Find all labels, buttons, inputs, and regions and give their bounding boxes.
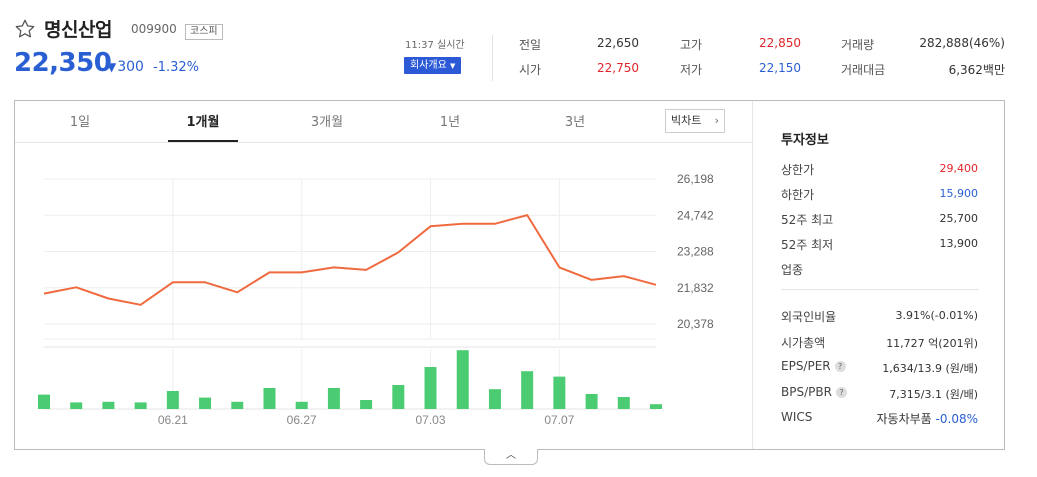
- company-overview-label: 회사개요: [410, 60, 447, 71]
- investment-info-panel: 투자정보 상한가 29,400 하한가 15,900 52주 최고 25,700…: [752, 101, 1004, 449]
- bps-pbr-label-text: BPS/PBR: [781, 385, 832, 399]
- bps-pbr-label: BPS/PBR?: [781, 385, 847, 399]
- volume-bar: [585, 394, 598, 409]
- price-change: ▼300: [107, 59, 144, 75]
- market-cap-value: 11,727 억(201위): [886, 337, 978, 350]
- volume-bar: [650, 404, 662, 409]
- tab-3years[interactable]: 3년: [564, 115, 586, 130]
- tab-1year[interactable]: 1년: [439, 115, 461, 130]
- volume-bar: [456, 350, 469, 409]
- volume-bar: [360, 400, 373, 409]
- x-tick-label: 06.27: [287, 413, 317, 427]
- quote-value-high: 22,850: [759, 36, 801, 50]
- x-tick-label: 06.21: [158, 413, 188, 427]
- market-cap-label: 시가총액: [781, 336, 826, 350]
- quote-value-prev-close: 22,650: [597, 36, 639, 50]
- help-icon[interactable]: ?: [835, 387, 847, 398]
- favorite-star-icon[interactable]: [14, 18, 36, 40]
- down-triangle-icon: ▼: [107, 60, 117, 74]
- tab-1month[interactable]: 1개월: [168, 101, 238, 142]
- lower-limit-label: 하한가: [781, 188, 815, 202]
- y-tick-label: 24,742: [677, 208, 714, 222]
- quote-label-low: 저가: [680, 63, 703, 77]
- wics-value: 자동차부품 -0.08%: [877, 410, 978, 427]
- investment-info-title: 투자정보: [781, 133, 829, 148]
- wics-sector-link[interactable]: 자동차부품: [876, 412, 932, 426]
- foreign-ratio-value: 3.91%(-0.01%): [895, 309, 978, 322]
- volume-bar: [521, 371, 534, 409]
- price-change-percent: -1.32%: [153, 60, 199, 75]
- y-tick-label: 23,288: [677, 245, 714, 259]
- quote-label-open: 시가: [519, 63, 542, 77]
- big-chart-label: 빅차트: [671, 114, 702, 127]
- stock-name: 명신산업: [44, 19, 112, 41]
- wics-sector-change: -0.08%: [935, 412, 978, 426]
- volume-bar: [70, 402, 83, 409]
- volume-bar: [617, 397, 630, 409]
- stock-code: 009900: [131, 22, 177, 36]
- company-overview-button[interactable]: 회사개요 ▼: [404, 57, 462, 74]
- big-chart-button[interactable]: 빅차트 ›: [665, 109, 725, 133]
- quote-label-trading-value: 거래대금: [841, 63, 886, 77]
- price-line: [43, 214, 657, 306]
- current-price: 22,350: [14, 48, 112, 78]
- eps-per-value: 1,634/13.9 (원/배): [882, 362, 978, 375]
- help-icon[interactable]: ?: [834, 361, 846, 372]
- market-badge: 코스피: [185, 24, 223, 40]
- eps-per-label-text: EPS/PER: [781, 359, 831, 373]
- tab-1day[interactable]: 1일: [69, 115, 91, 130]
- price-volume-chart: 26,198 24,742 23,288 21,832 20,378 06.21 06.27…: [38, 172, 714, 427]
- quote-value-open: 22,750: [597, 61, 639, 75]
- period-tabs: 1일 1개월 3개월 1년 3년 빅차트 ›: [15, 101, 752, 143]
- eps-per-label: EPS/PER?: [781, 359, 846, 373]
- bps-pbr-value: 7,315/3.1 (원/배): [889, 388, 978, 401]
- caret-down-icon: ▼: [450, 62, 456, 70]
- volume-bar: [134, 402, 147, 409]
- volume-bar: [424, 367, 437, 409]
- chevron-right-icon: ›: [714, 114, 719, 127]
- lower-limit-value: 15,900: [939, 187, 979, 200]
- volume-bar: [327, 388, 340, 409]
- collapse-toggle-button[interactable]: ︿: [484, 449, 538, 465]
- week52-high-value: 25,700: [939, 212, 979, 225]
- x-tick-label: 07.03: [416, 413, 446, 427]
- quote-label-prev-close: 전일: [519, 38, 542, 52]
- industry-label: 업종: [781, 263, 804, 277]
- wics-label: WICS: [781, 410, 813, 424]
- week52-low-label: 52주 최저: [781, 238, 834, 252]
- quote-label-volume: 거래량: [841, 38, 875, 52]
- volume-bar: [38, 394, 50, 409]
- y-tick-label: 21,832: [677, 281, 714, 295]
- price-change-value: 300: [117, 59, 144, 75]
- volume-bar: [231, 401, 244, 409]
- y-tick-label: 26,198: [677, 172, 714, 186]
- quote-value-low: 22,150: [759, 61, 801, 75]
- volume-bar: [166, 391, 179, 409]
- quote-value-volume: 282,888(46%): [919, 36, 1005, 50]
- panel-divider: [781, 289, 979, 290]
- volume-bar: [392, 385, 405, 409]
- upper-limit-value: 29,400: [939, 162, 979, 175]
- upper-limit-label: 상한가: [781, 163, 815, 177]
- volume-bar: [553, 376, 566, 409]
- volume-bar: [263, 388, 276, 409]
- week52-low-value: 13,900: [939, 237, 979, 250]
- volume-bar: [199, 397, 212, 409]
- realtime-timestamp: 11:37 실시간: [405, 40, 465, 51]
- y-tick-label: 20,378: [677, 317, 714, 331]
- quote-label-high: 고가: [680, 38, 703, 52]
- stock-header: 명신산업 009900 코스피 22,350 ▼300 -1.32% 11:37…: [0, 0, 1037, 95]
- chart-container: 1일 1개월 3개월 1년 3년 빅차트 › 26,198 24,742 23,288…: [14, 100, 1005, 450]
- week52-high-label: 52주 최고: [781, 213, 834, 227]
- x-tick-label: 07.07: [544, 413, 574, 427]
- header-divider: [492, 35, 493, 81]
- volume-bar: [102, 401, 115, 409]
- foreign-ratio-label: 외국인비율: [781, 310, 837, 324]
- tab-3months[interactable]: 3개월: [310, 115, 344, 130]
- chevron-up-icon: ︿: [506, 450, 516, 461]
- volume-bar: [488, 389, 501, 409]
- quote-value-trading-value: 6,362백만: [948, 63, 1005, 77]
- volume-bar: [295, 401, 308, 409]
